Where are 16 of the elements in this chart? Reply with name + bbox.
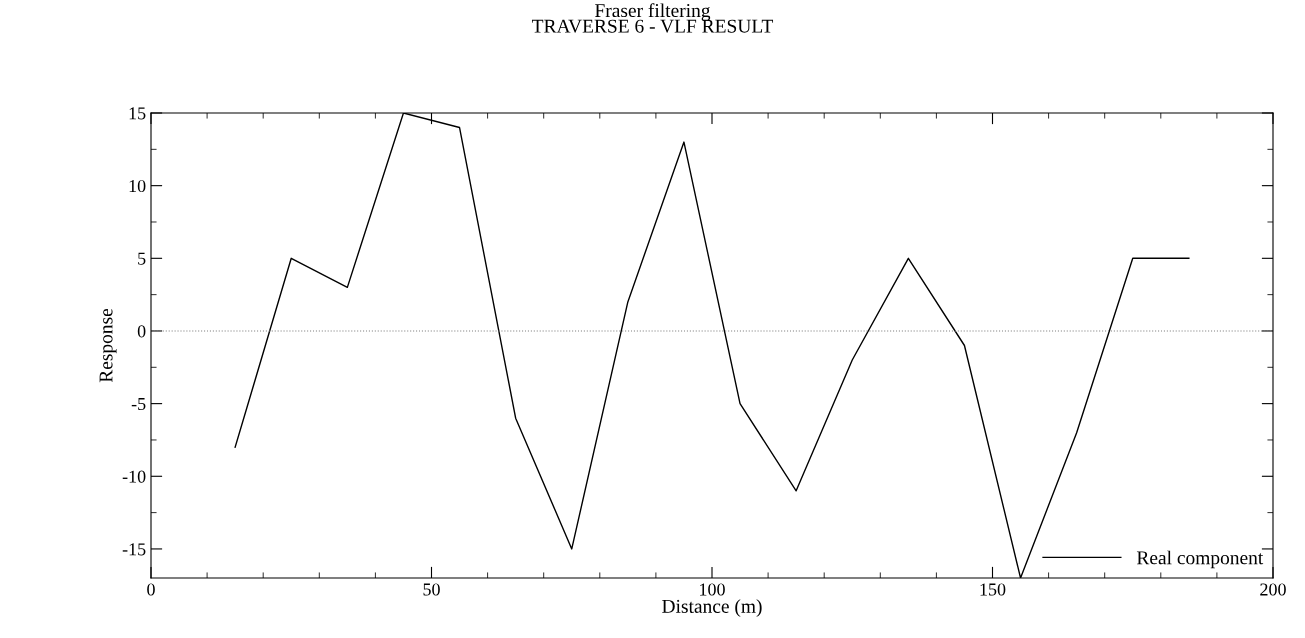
x-tick-label: 0 bbox=[147, 583, 155, 596]
y-tick-label: 10 bbox=[129, 179, 146, 193]
x-tick-label: 100 bbox=[700, 583, 725, 596]
y-tick-label: -10 bbox=[122, 470, 146, 483]
y-tick-label: -5 bbox=[131, 398, 146, 411]
y-tick-label: -15 bbox=[122, 543, 146, 556]
x-axis-title: Distance (m) bbox=[662, 599, 762, 617]
x-tick-label: 150 bbox=[980, 583, 1006, 596]
y-tick-label: 5 bbox=[138, 252, 146, 265]
x-tick-label: 50 bbox=[423, 583, 440, 596]
y-tick-label: 0 bbox=[137, 325, 146, 338]
legend-label: Real component bbox=[1136, 550, 1264, 569]
y-axis-title: Response bbox=[99, 308, 117, 383]
x-tick-label: 200 bbox=[1260, 583, 1286, 596]
y-tick-label: 15 bbox=[129, 107, 146, 120]
chart-title: Fraser filtering TRAVERSE 6 - VLF RESULT bbox=[532, 3, 774, 33]
